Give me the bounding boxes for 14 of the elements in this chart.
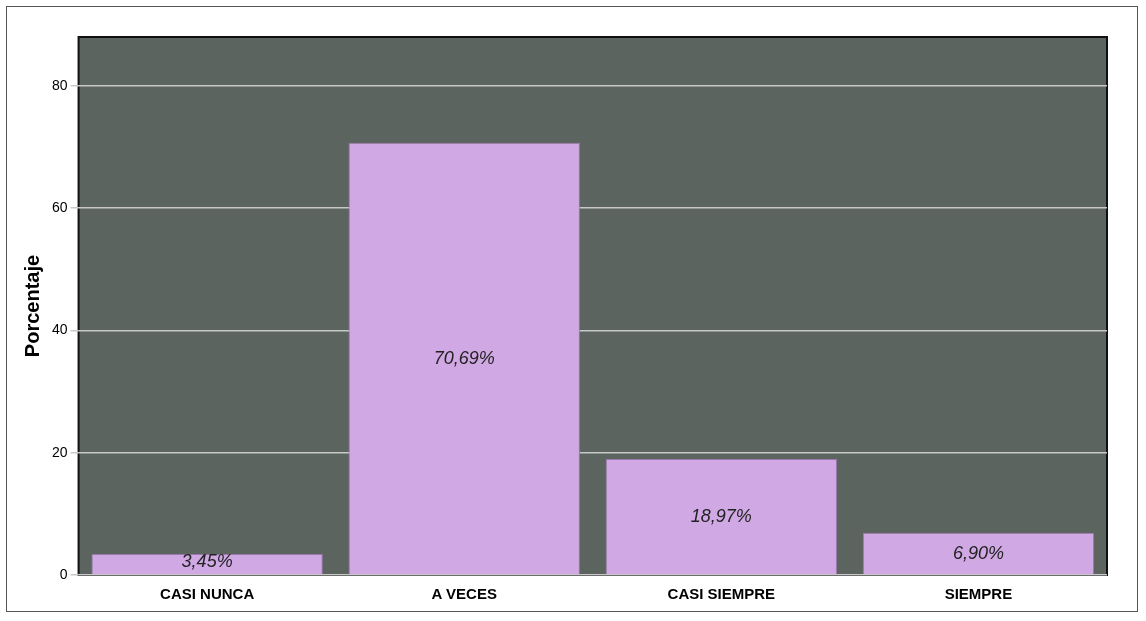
x-tick-label: SIEMPRE	[944, 585, 1013, 603]
data-label: 3,45%	[181, 551, 233, 572]
y-tick-label: 80	[51, 76, 68, 93]
y-tick-label: 60	[51, 199, 68, 216]
x-tick-label: A VECES	[431, 585, 497, 603]
data-label: 18,97%	[690, 505, 752, 526]
x-tick-label: CASI SIEMPRE	[667, 585, 776, 603]
data-label: 6,90%	[952, 542, 1004, 563]
y-tick-label: 20	[51, 443, 68, 460]
x-tick-label: CASI NUNCA	[160, 585, 255, 603]
data-label: 70,69%	[433, 347, 495, 368]
y-tick-label: 40	[51, 321, 68, 338]
y-axis-title: Porcentaje	[20, 254, 43, 358]
y-tick-label: 0	[59, 565, 68, 582]
